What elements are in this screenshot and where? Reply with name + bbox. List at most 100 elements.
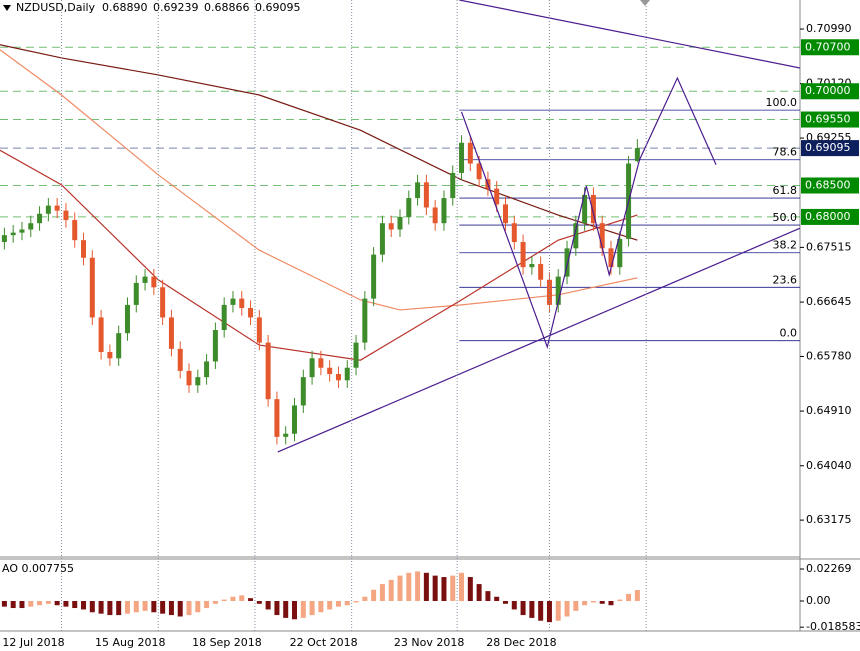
candle-body xyxy=(256,317,262,343)
x-tick-label: 28 Dec 2018 xyxy=(486,636,556,649)
candle-body xyxy=(300,377,306,406)
ao-bar xyxy=(546,600,552,623)
symbol-menu-arrow[interactable] xyxy=(3,5,11,11)
main-panel: 100.0 78.6 61.8 50.0 38.2 23.6 0.0 xyxy=(0,0,800,453)
ao-bar xyxy=(634,590,640,601)
candle-body xyxy=(494,188,500,205)
moving-average xyxy=(0,44,638,241)
price-level-box xyxy=(801,140,859,157)
ohlc-high: 0.69239 xyxy=(153,1,199,14)
candle-body xyxy=(107,352,113,359)
ao-bar xyxy=(45,600,51,604)
candle-body xyxy=(204,361,210,378)
candle-body xyxy=(212,330,218,362)
ao-bar xyxy=(54,600,60,606)
candle-body xyxy=(617,238,623,268)
price-level-box xyxy=(801,83,859,100)
price-level-label: 0.68000 xyxy=(805,210,851,223)
ao-bar xyxy=(432,575,438,601)
ao-bar xyxy=(309,600,315,616)
ao-bar xyxy=(256,600,262,604)
ao-bar xyxy=(239,595,245,601)
ao-bar xyxy=(379,584,385,601)
ao-bar xyxy=(81,600,87,610)
ao-bar xyxy=(10,600,16,609)
candle-body xyxy=(608,248,614,268)
y-tick-label: 0.66645 xyxy=(806,295,852,308)
candle-body xyxy=(116,333,122,359)
ao-bar xyxy=(617,599,623,601)
x-tick-label: 12 Jul 2018 xyxy=(2,636,64,649)
candle-body xyxy=(45,205,51,214)
ao-bar xyxy=(186,600,192,616)
y-tick-label: 0.64040 xyxy=(806,459,852,472)
y-tick-label: 0.67515 xyxy=(806,240,852,253)
candle-body xyxy=(177,348,183,371)
ao-bar xyxy=(467,577,473,601)
ao-bar xyxy=(212,600,218,604)
ao-bar xyxy=(19,600,25,609)
candle-body xyxy=(582,194,588,224)
candle-body xyxy=(555,276,561,305)
candle-body xyxy=(415,182,421,199)
x-tick-label: 23 Nov 2018 xyxy=(394,636,464,649)
candle-body xyxy=(309,358,315,378)
trend-line xyxy=(459,0,800,69)
ao-bar xyxy=(511,600,517,610)
candle-body xyxy=(133,282,139,305)
fibo-label: 61.8 xyxy=(773,184,798,197)
moving-average xyxy=(0,149,638,361)
candle-body xyxy=(432,207,438,224)
candle-body xyxy=(441,198,447,224)
candle-body xyxy=(634,148,640,161)
shift-marker xyxy=(640,0,650,6)
ao-bar xyxy=(160,600,166,614)
ao-bar xyxy=(459,572,465,601)
price-level-box xyxy=(801,208,859,225)
ao-bar xyxy=(107,600,113,616)
candle-body xyxy=(54,205,60,211)
y-tick-label: 0.00 xyxy=(806,594,831,607)
y-tick-label: 0.70990 xyxy=(806,22,852,35)
candle-body xyxy=(529,264,535,268)
ao-bar xyxy=(494,596,500,601)
fibo-label: 78.6 xyxy=(773,146,798,159)
ao-bar xyxy=(415,571,421,601)
candle-body xyxy=(265,342,271,400)
price-level-box xyxy=(801,177,859,194)
candle-body xyxy=(274,399,280,437)
candle-body xyxy=(10,232,16,236)
ao-bar xyxy=(520,600,526,616)
candle-body xyxy=(573,223,579,249)
ao-bar xyxy=(98,600,104,614)
ao-bar xyxy=(397,575,403,601)
candle-body xyxy=(160,287,166,318)
candle-body xyxy=(37,213,43,224)
ao-bar xyxy=(582,600,588,606)
candle-body xyxy=(450,172,456,199)
ohlc-close: 0.69095 xyxy=(255,1,301,14)
candle-body xyxy=(151,276,157,288)
candle-body xyxy=(476,163,482,180)
candle-body xyxy=(564,248,570,277)
candle-body xyxy=(186,370,192,386)
ao-bar xyxy=(555,600,561,621)
candle-body xyxy=(467,142,473,164)
ao-bar xyxy=(441,577,447,601)
candle-body xyxy=(195,377,201,386)
ao-bar xyxy=(626,593,632,601)
trend-line xyxy=(277,227,800,453)
ao-bar xyxy=(502,600,508,604)
ao-bar xyxy=(142,600,148,611)
ao-bar xyxy=(274,600,280,616)
ao-bar xyxy=(529,600,535,618)
fibo-label: 50.0 xyxy=(773,211,798,224)
price-level-label: 0.70000 xyxy=(805,84,851,97)
ao-bar xyxy=(116,600,122,616)
candle-body xyxy=(292,405,298,434)
ao-bar xyxy=(608,600,614,606)
candle-body xyxy=(546,279,552,305)
candle-body xyxy=(371,254,377,299)
ao-bar xyxy=(133,600,139,613)
candle-body xyxy=(423,182,429,208)
